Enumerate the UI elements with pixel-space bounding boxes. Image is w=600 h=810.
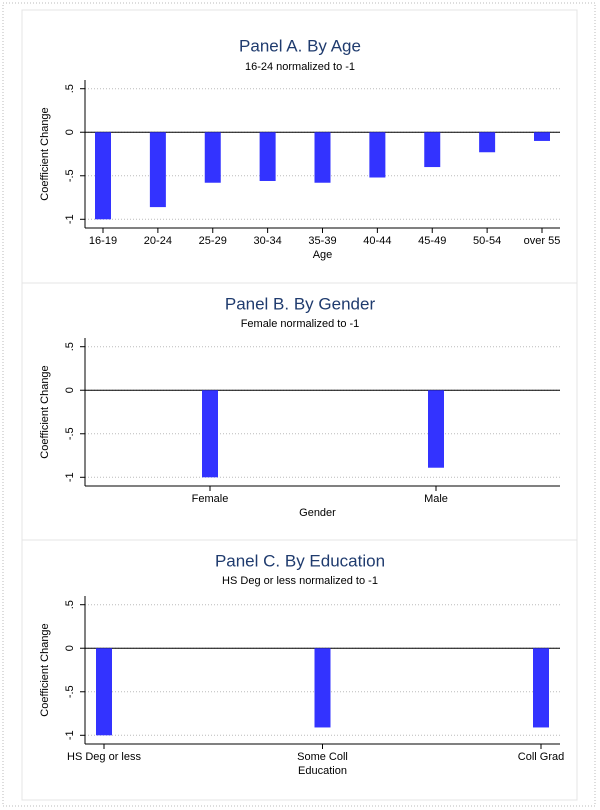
bar <box>95 132 111 220</box>
y-tick-label: -.5 <box>64 169 76 182</box>
bar <box>96 648 112 736</box>
panel <box>21 539 578 801</box>
y-tick-label: 0 <box>64 387 76 393</box>
x-axis-title: Gender <box>299 507 336 519</box>
x-tick-label: 35-39 <box>308 235 336 247</box>
y-tick-label: -1 <box>64 730 76 740</box>
x-tick-label: 16-19 <box>89 235 117 247</box>
bar <box>259 132 276 181</box>
y-tick-label: -.5 <box>64 427 76 440</box>
bar <box>369 132 386 178</box>
x-tick-label: 45-49 <box>418 235 446 247</box>
chart-subtitle: Female normalized to -1 <box>241 318 360 330</box>
x-tick-label: 25-29 <box>199 235 227 247</box>
x-tick-label: HS Deg or less <box>67 751 141 763</box>
panel <box>21 282 578 541</box>
bar <box>202 390 218 478</box>
y-tick-label: -.5 <box>64 685 76 698</box>
bar <box>204 132 221 183</box>
y-tick-label: .5 <box>64 600 76 609</box>
bar <box>314 132 331 183</box>
y-tick-label: -1 <box>64 214 76 224</box>
chart-title: Panel B. By Gender <box>225 294 376 313</box>
x-tick-label: Female <box>192 493 229 505</box>
bar <box>149 132 166 208</box>
x-tick-label: Male <box>424 493 448 505</box>
y-axis-title: Coefficient Change <box>39 365 51 458</box>
chart-title: Panel A. By Age <box>239 36 361 55</box>
y-tick-label: 0 <box>64 129 76 135</box>
y-tick-label: -1 <box>64 472 76 482</box>
x-tick-label: Some Coll <box>297 751 348 763</box>
y-axis-title: Coefficient Change <box>39 107 51 200</box>
x-axis-title: Age <box>313 249 333 261</box>
bar <box>428 390 444 468</box>
chart-title: Panel C. By Education <box>215 551 385 570</box>
y-tick-label: .5 <box>64 84 76 93</box>
bar <box>533 648 549 728</box>
x-tick-label: over 55 <box>524 235 561 247</box>
y-tick-label: .5 <box>64 342 76 351</box>
bar <box>314 648 331 728</box>
x-tick-label: 50-54 <box>473 235 501 247</box>
bar <box>534 132 550 141</box>
x-tick-label: 40-44 <box>363 235 391 247</box>
y-tick-label: 0 <box>64 645 76 651</box>
chart-subtitle: 16-24 normalized to -1 <box>245 61 355 73</box>
chart-subtitle: HS Deg or less normalized to -1 <box>222 575 378 587</box>
y-axis-title: Coefficient Change <box>39 623 51 716</box>
x-tick-label: 20-24 <box>144 235 172 247</box>
x-tick-label: Coll Grad <box>518 751 564 763</box>
bar <box>479 132 496 153</box>
x-axis-title: Education <box>298 765 347 777</box>
x-tick-label: 30-34 <box>254 235 282 247</box>
bar <box>424 132 441 168</box>
